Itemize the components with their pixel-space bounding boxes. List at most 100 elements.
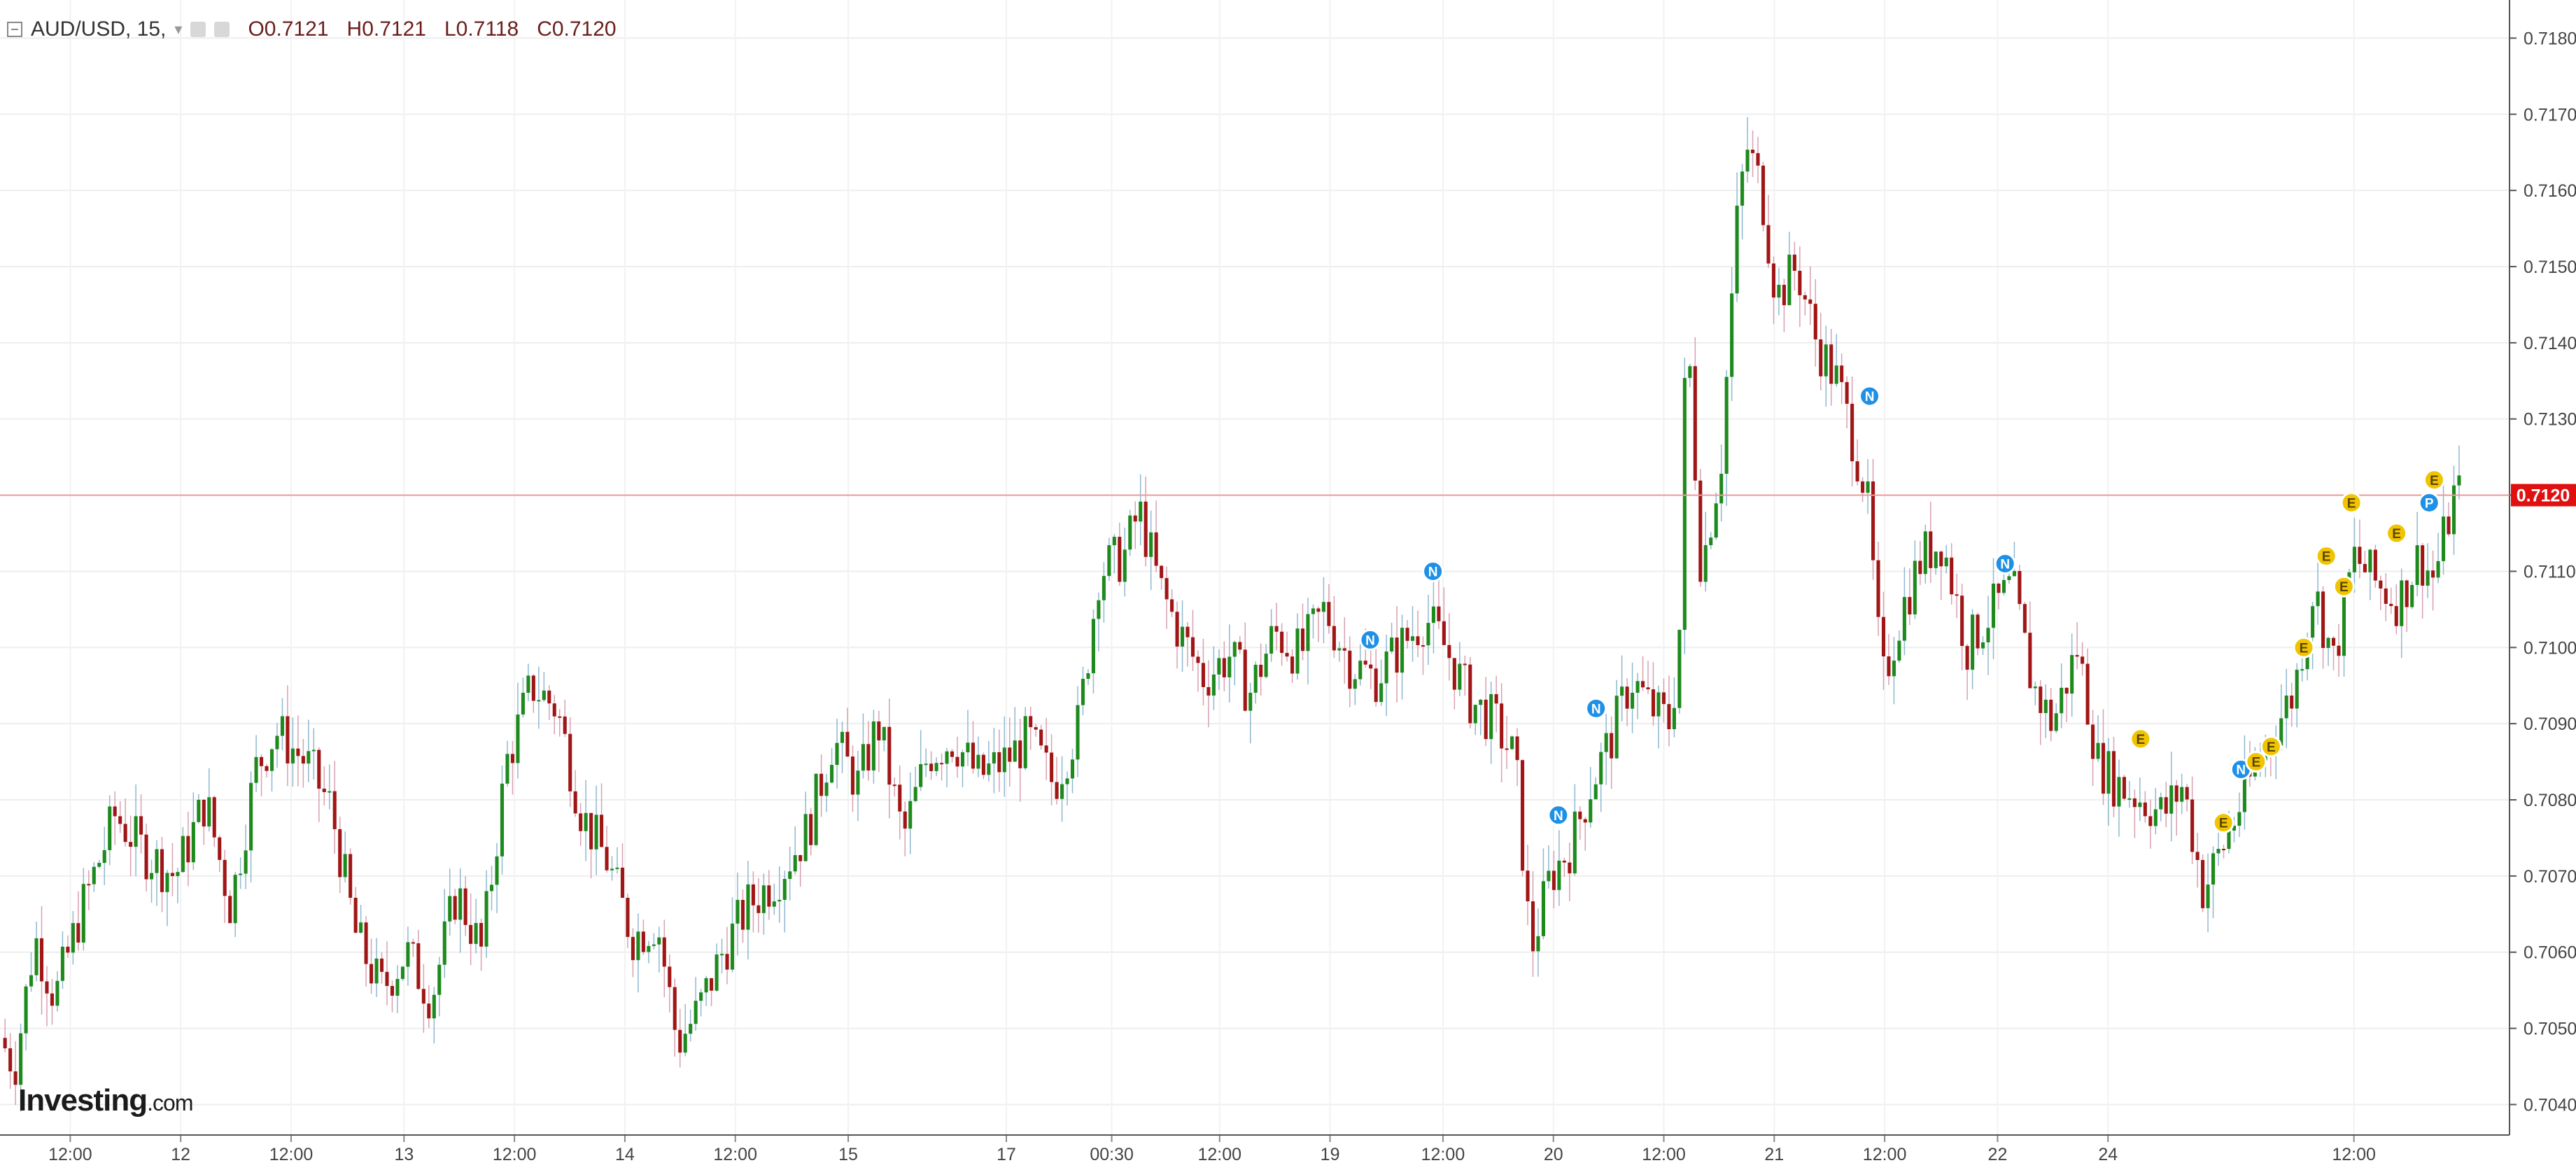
candle-down [767, 885, 771, 907]
candle-up [244, 850, 248, 874]
candle-up [856, 770, 860, 795]
candle-down [160, 849, 164, 892]
candle-down [1259, 664, 1263, 677]
candle-down [929, 763, 934, 771]
candle-up [1264, 654, 1268, 677]
candle-down [1405, 628, 1409, 641]
candle-up [1070, 759, 1075, 779]
candle-up [233, 875, 237, 924]
candle-up [1384, 651, 1388, 684]
candle-up [275, 735, 279, 749]
candle-down [2039, 686, 2043, 713]
candle-up [2012, 570, 2016, 577]
candle-down [1651, 689, 1656, 717]
x-tick-label: 12:00 [269, 1145, 314, 1164]
event-marker-e [2260, 735, 2282, 758]
candle-down [631, 936, 635, 961]
close-icon[interactable] [214, 22, 230, 37]
y-tick-label: 0.7040 [2524, 1095, 2576, 1115]
candle-down [589, 812, 593, 850]
candle-up [254, 756, 258, 783]
candle-up [1541, 881, 1546, 936]
candle-down [1185, 626, 1190, 637]
candle-down [453, 896, 457, 920]
chart-legend: AUD/USD, 15, ▾ O0.7121 H0.7121 L0.7118 C… [7, 15, 617, 43]
candle-down [1829, 344, 1834, 384]
candle-down [385, 971, 389, 986]
settings-icon[interactable] [190, 22, 206, 37]
candle-up [2054, 713, 2058, 731]
collapse-toggle-icon[interactable] [7, 22, 22, 37]
event-marker-e [2386, 522, 2408, 544]
x-tick-label: 20 [1544, 1145, 1563, 1164]
candle-down [1447, 644, 1451, 658]
event-marker-n [1547, 804, 1570, 826]
candle-up [1458, 663, 1462, 690]
x-tick-label: 12:00 [2332, 1145, 2376, 1164]
event-marker-e [2423, 469, 2445, 491]
candle-down [1840, 365, 1844, 383]
candle-down [1515, 736, 1519, 761]
symbol-label[interactable]: AUD/USD, 15, [31, 17, 167, 41]
candle-up [2352, 547, 2356, 572]
candle-down [552, 703, 556, 717]
candle-down [1798, 270, 1802, 295]
candle-up [960, 752, 965, 767]
candle-down [955, 756, 959, 767]
candle-down [1698, 480, 1703, 582]
candle-down [1484, 699, 1488, 740]
candle-up [280, 716, 285, 736]
candle-down [997, 752, 1001, 773]
candle-down [668, 966, 672, 987]
candle-down [1761, 165, 1766, 225]
candle-down [1861, 481, 1865, 493]
candle-up [1971, 614, 1975, 670]
candle-down [1950, 557, 1954, 595]
candle-up [594, 815, 598, 850]
candle-up [1934, 551, 1938, 568]
candle-down [626, 897, 630, 937]
candle-down [1290, 656, 1295, 674]
candle-up [2400, 580, 2404, 626]
candle-up [746, 884, 750, 930]
x-tick-label: 14 [615, 1145, 635, 1164]
candle-down [2221, 849, 2226, 851]
candle-down [1583, 819, 1587, 823]
event-marker-n [1859, 385, 1881, 407]
candle-down [950, 751, 955, 757]
event-marker-e [2245, 751, 2267, 773]
candle-down [2358, 547, 2362, 564]
candle-up [442, 921, 446, 965]
candle-down [1551, 871, 1556, 890]
candle-down [1808, 299, 1813, 304]
candle-down [2447, 516, 2451, 535]
event-marker-label: E [2392, 527, 2401, 542]
candle-down [1170, 599, 1174, 612]
candle-up [1149, 532, 1153, 557]
candle-down [2379, 580, 2383, 588]
candle-up [2442, 516, 2446, 561]
candle-up [1431, 606, 1435, 623]
candle-down [710, 978, 714, 991]
chevron-down-icon[interactable]: ▾ [174, 20, 183, 38]
candle-up [311, 749, 316, 752]
event-marker-label: N [1365, 633, 1375, 648]
candle-down [1039, 729, 1043, 746]
candle-up [474, 922, 478, 944]
candle-down [1421, 644, 1426, 647]
candle-down [1332, 626, 1336, 651]
event-marker-label: N [2000, 558, 2010, 572]
candle-down [349, 854, 353, 898]
candle-up [835, 742, 839, 766]
candle-down [981, 754, 985, 775]
candle-down [563, 716, 567, 734]
candle-down [1238, 642, 1242, 650]
candle-up [966, 742, 970, 753]
event-marker-label: E [2137, 733, 2146, 747]
candle-up [1102, 576, 1106, 600]
candle-up [1510, 736, 1514, 749]
candle-down [1976, 614, 1980, 649]
